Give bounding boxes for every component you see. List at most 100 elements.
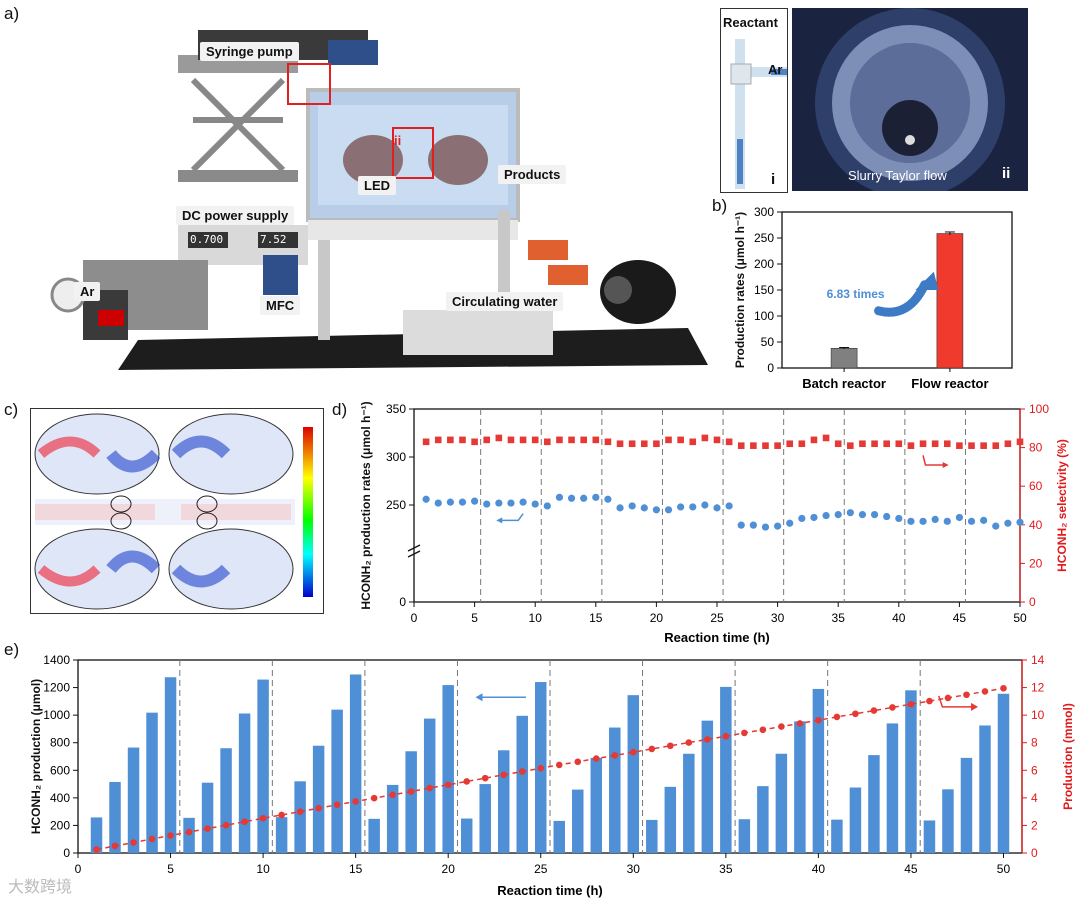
y-right-axis-label: Production (mmol) (1061, 703, 1075, 810)
selectivity-point (677, 436, 684, 444)
cumulative-point (241, 818, 248, 826)
y-left-tick-label: 350 (386, 402, 406, 416)
rate-point (919, 517, 927, 525)
production-bar (497, 750, 510, 853)
inset-ii-roman: ii (1002, 165, 1011, 182)
cumulative-point (926, 697, 933, 705)
selectivity-point (640, 440, 648, 448)
y-right-tick-label: 12 (1031, 681, 1045, 695)
production-bar (831, 819, 843, 853)
production-bar (553, 820, 565, 853)
selectivity-point (750, 442, 757, 449)
y-right-tick-label: 4 (1031, 791, 1038, 805)
y-right-tick-label: 20 (1029, 556, 1043, 570)
production-bar (664, 786, 677, 853)
x-tick-label: 10 (256, 862, 270, 876)
cumulative-point (778, 723, 785, 730)
selectivity-point (713, 436, 721, 444)
selectivity-point (653, 440, 660, 448)
right-axis-arrow-head (971, 702, 979, 711)
ar-label: Ar (74, 282, 101, 301)
rate-point (980, 516, 988, 524)
rate-point (483, 500, 491, 508)
cumulative-point (111, 842, 119, 850)
production-bar (294, 781, 306, 853)
panel-d-label: d) (332, 400, 348, 419)
x-tick-label: Batch reactor (802, 376, 886, 391)
simulation-image (30, 408, 324, 614)
selectivity-point (434, 436, 442, 444)
panel-b-label: b) (712, 196, 728, 215)
inset-i-photo: Reactant Ar i (720, 8, 788, 193)
selectivity-point (956, 442, 963, 449)
production-bar (646, 819, 658, 853)
bar (936, 233, 964, 369)
axis-break (407, 550, 421, 558)
cumulative-point (555, 761, 563, 769)
y-right-tick-label: 40 (1029, 518, 1043, 532)
x-tick-label: 20 (442, 862, 456, 876)
cumulative-point (370, 794, 378, 802)
bar (830, 347, 858, 369)
x-tick-label: Flow reactor (911, 376, 988, 391)
cumulative-point (611, 752, 619, 759)
annotation-arrow (874, 280, 930, 317)
selectivity-point (519, 436, 527, 444)
slurry-taylor-flow-caption: Slurry Taylor flow (848, 168, 947, 183)
y-right-tick-label: 6 (1031, 763, 1038, 777)
rate-point (967, 517, 976, 525)
rate-point (434, 499, 442, 507)
cumulative-point (574, 758, 582, 766)
rate-point (749, 521, 757, 529)
production-bar (275, 817, 288, 853)
cumulative-point (629, 748, 637, 756)
mfc-label: MFC (260, 296, 301, 315)
production-bar (905, 690, 917, 853)
selectivity-point (604, 438, 612, 446)
production-bar (886, 723, 899, 853)
cumulative-point (815, 716, 822, 724)
circulating-water-label: Circulating water (446, 292, 564, 311)
y-left-tick-label: 400 (50, 791, 70, 805)
rate-point (531, 500, 539, 508)
production-bar (238, 713, 251, 853)
selectivity-point (507, 436, 515, 444)
x-axis-label: Reaction time (h) (497, 883, 602, 898)
selectivity-point (810, 436, 818, 444)
cumulative-point (315, 804, 322, 812)
cumulative-point (852, 710, 859, 718)
inset-i-roman: i (771, 171, 776, 188)
left-axis-arrow (501, 513, 524, 522)
selectivity-point (980, 442, 987, 449)
production-bar (683, 753, 695, 853)
production-bar (331, 709, 343, 853)
y-left-tick-label: 1000 (43, 708, 70, 722)
production-bar (257, 679, 269, 853)
y-left-tick-label: 800 (50, 736, 70, 750)
cumulative-point (963, 691, 970, 699)
cumulative-point (981, 688, 989, 695)
x-axis-label: Reaction time (h) (664, 630, 769, 645)
cumulative-point (537, 764, 545, 772)
selectivity-point (822, 434, 830, 442)
y-right-tick-label: 8 (1031, 736, 1038, 750)
rate-point (677, 503, 685, 511)
production-bar (368, 818, 380, 853)
cumulative-point (259, 814, 267, 822)
selectivity-point (689, 438, 697, 446)
chart-d: 0 5 10 15 20 25 30 35 40 45 5002503003500204060801… (359, 401, 1069, 645)
y-left-tick-label: 1200 (43, 681, 70, 695)
cumulative-point (463, 778, 471, 785)
selectivity-point (531, 436, 539, 444)
production-bar (812, 688, 825, 853)
rate-point (713, 504, 721, 512)
plot-frame (781, 211, 1013, 369)
selectivity-point (628, 440, 636, 448)
x-tick-label: 30 (771, 611, 785, 625)
rate-point (701, 501, 709, 509)
cumulative-point (685, 739, 693, 746)
x-tick-label: 20 (650, 611, 664, 625)
y-right-tick-label: 10 (1031, 708, 1045, 722)
x-tick-label: 10 (529, 611, 543, 625)
left-axis-arrow-head (496, 517, 503, 524)
